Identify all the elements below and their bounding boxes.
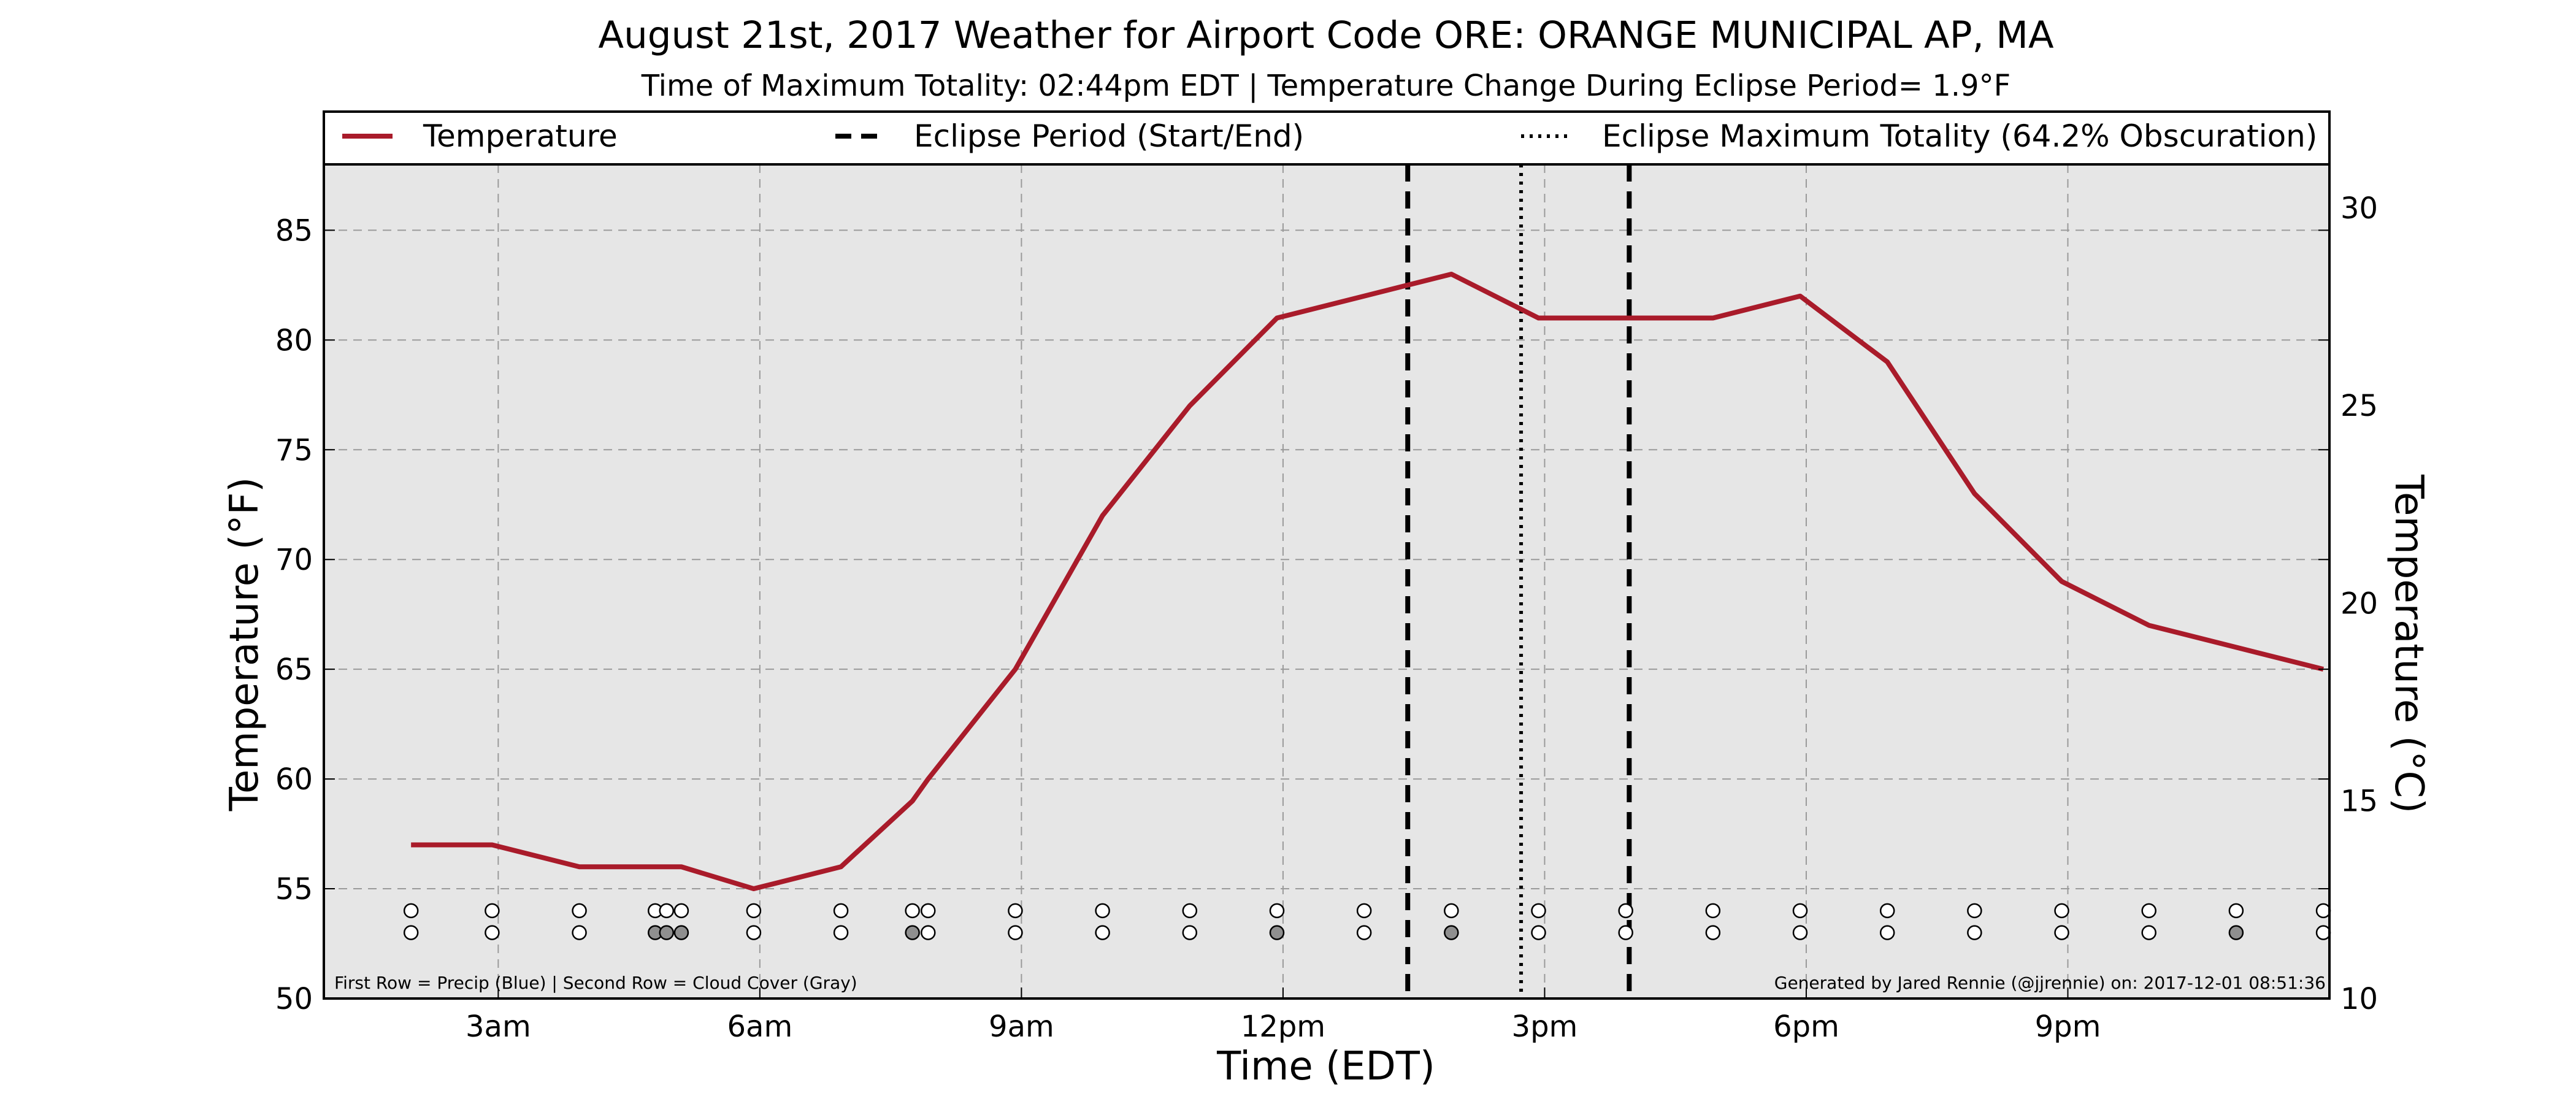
x-tick-label-6pm: 6pm [1773, 1010, 1839, 1044]
x-tick-label-3am: 3am [466, 1010, 531, 1044]
x-axis-label: Time (EDT) [1216, 1044, 1435, 1089]
cloud-marker [673, 925, 689, 940]
cloud-marker [1967, 925, 1982, 940]
precip-marker [1792, 903, 1808, 919]
cloud-marker [1879, 925, 1895, 940]
cloud-marker [905, 925, 920, 940]
cloud-marker [1008, 925, 1023, 940]
precip-marker [746, 903, 762, 919]
footer-note-right: Generated by Jared Rennie (@jjrennie) on… [1774, 973, 2326, 993]
grid-lines [324, 164, 2329, 999]
precip-marker [1095, 903, 1110, 919]
cloud-marker [2054, 925, 2069, 940]
y-tick-label-55: 55 [275, 872, 313, 907]
cloud-marker [1705, 925, 1721, 940]
precip-marker [2228, 903, 2244, 919]
precip-marker [673, 903, 689, 919]
cloud-marker [659, 925, 674, 940]
cloud-marker [1444, 925, 1459, 940]
precip-marker [1879, 903, 1895, 919]
cloud-marker [485, 925, 500, 940]
precip-marker [2141, 903, 2156, 919]
cloud-marker [1182, 925, 1198, 940]
plot-frame [323, 110, 2331, 1000]
precip-marker [1269, 903, 1285, 919]
cloud-marker [2141, 925, 2156, 940]
y-tick-label-85: 85 [275, 213, 313, 248]
cloud-marker [1269, 925, 1285, 940]
y-tick-label-60: 60 [275, 762, 313, 797]
series-layer [411, 164, 2325, 999]
precip-marker [1444, 903, 1459, 919]
y-axis-label-right: Temperature (°C) [2386, 474, 2431, 813]
precip-marker [572, 903, 587, 919]
precip-marker [1356, 903, 1372, 919]
y-tick-label-right-10: 10 [2340, 982, 2378, 1016]
axis-ticks: 50 55 60 65 70 75 80 85 10 15 20 25 30 3am 6am 9am 12pm 3… [275, 191, 2378, 1044]
cloud-marker [746, 925, 762, 940]
x-tick-label-9pm: 9pm [2035, 1010, 2101, 1044]
legend-eclipse-max-label: Eclipse Maximum Totality (64.2% Obscurat… [1602, 118, 2317, 154]
precip-marker [403, 903, 419, 919]
cloud-marker [1792, 925, 1808, 940]
temperature-series-line [411, 271, 2325, 892]
cloud-marker [1531, 925, 1546, 940]
cloud-marker [833, 925, 849, 940]
y-tick-label-70: 70 [275, 543, 313, 577]
precip-marker [2054, 903, 2069, 919]
precip-marker [1531, 903, 1546, 919]
x-tick-label-9am: 9am [989, 1010, 1054, 1044]
precip-marker [1618, 903, 1633, 919]
cloud-marker [921, 925, 936, 940]
precip-marker [659, 903, 674, 919]
y-tick-label-right-30: 30 [2340, 191, 2378, 226]
precip-marker [905, 903, 920, 919]
plot-area [324, 164, 2329, 999]
chart-subtitle: Time of Maximum Totality: 02:44pm EDT | … [641, 69, 2011, 103]
y-axis-label: Temperature (°F) [222, 477, 267, 812]
precip-marker [1008, 903, 1023, 919]
legend-entries: Temperature Eclipse Period (Start/End) Ecl… [342, 118, 2317, 154]
y-tick-label-75: 75 [275, 433, 313, 467]
x-tick-label-3pm: 3pm [1512, 1010, 1578, 1044]
cloud-marker [1618, 925, 1633, 940]
precip-marker [2315, 903, 2331, 919]
observation-markers [403, 903, 2331, 940]
cloud-marker [1356, 925, 1372, 940]
cloud-marker [2315, 925, 2331, 940]
cloud-marker [403, 925, 419, 940]
x-tick-label-6am: 6am [727, 1010, 793, 1044]
footer-note-left: First Row = Precip (Blue) | Second Row =… [334, 973, 857, 993]
y-tick-label-right-25: 25 [2340, 389, 2378, 423]
legend-eclipse-period-label: Eclipse Period (Start/End) [914, 118, 1304, 154]
precip-marker [1182, 903, 1198, 919]
cloud-marker [1095, 925, 1110, 940]
y-tick-label-right-15: 15 [2340, 784, 2378, 819]
legend-temperature-label: Temperature [423, 118, 618, 154]
y-tick-label-80: 80 [275, 323, 313, 358]
y-tick-label-65: 65 [275, 653, 313, 687]
precip-marker [485, 903, 500, 919]
precip-marker [1967, 903, 1982, 919]
y-tick-label-right-20: 20 [2340, 586, 2378, 621]
precip-marker [833, 903, 849, 919]
chart-title: August 21st, 2017 Weather for Airport Co… [598, 13, 2054, 57]
precip-marker [921, 903, 936, 919]
cloud-marker [2228, 925, 2244, 940]
precip-marker [1705, 903, 1721, 919]
x-tick-label-12pm: 12pm [1241, 1010, 1325, 1044]
y-tick-label-50: 50 [275, 982, 313, 1016]
cloud-marker [572, 925, 587, 940]
